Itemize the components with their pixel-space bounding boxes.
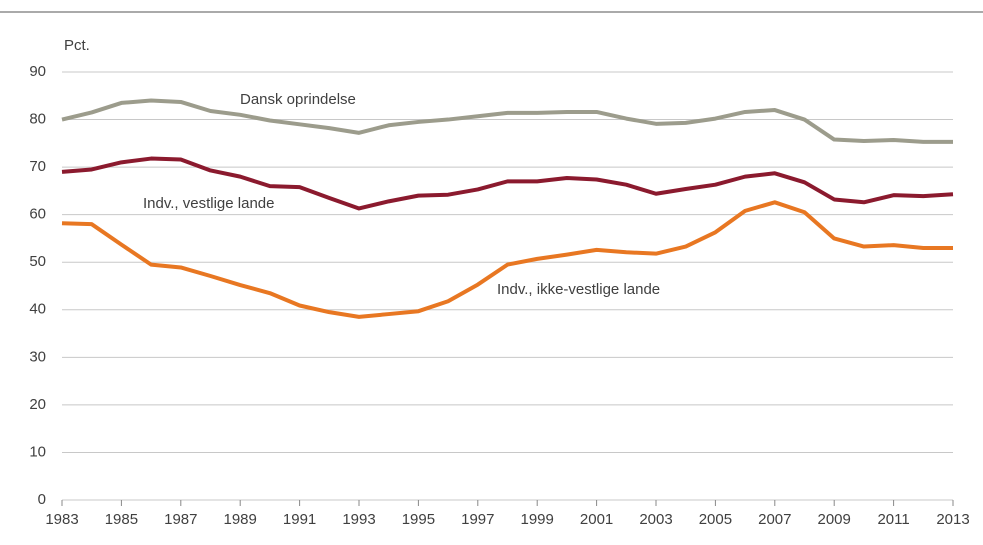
x-tick-label: 1987 — [164, 511, 197, 528]
y-axis-label: Pct. — [64, 37, 90, 54]
y-tick-label: 0 — [38, 491, 46, 508]
x-tick-label: 2003 — [639, 511, 672, 528]
y-tick-label: 10 — [29, 443, 46, 460]
x-tick-label: 1989 — [224, 511, 257, 528]
x-tick-label: 1997 — [461, 511, 494, 528]
x-tick-label: 1993 — [342, 511, 375, 528]
y-tick-label: 20 — [29, 396, 46, 413]
series-line — [61, 156, 954, 211]
x-tick-label: 1999 — [521, 511, 554, 528]
x-tick-label: 2001 — [580, 511, 613, 528]
y-tick-label: 50 — [29, 253, 46, 270]
x-tick-label: 2013 — [936, 511, 969, 528]
x-tick-label: 1985 — [105, 511, 138, 528]
series-line — [61, 200, 953, 319]
y-tick-label: 90 — [29, 63, 46, 80]
series-label: Indv., vestlige lande — [143, 195, 274, 212]
x-tick-label: 1995 — [402, 511, 435, 528]
x-tick-label: 1991 — [283, 511, 316, 528]
x-tick-label: 2011 — [877, 511, 909, 528]
y-tick-label: 30 — [29, 348, 46, 365]
x-tick-label: 2005 — [699, 511, 732, 528]
series-line — [61, 98, 953, 144]
y-tick-label: 40 — [29, 301, 46, 318]
series-label: Dansk oprindelse — [240, 91, 356, 108]
x-tick-label: 1983 — [45, 511, 78, 528]
series-label: Indv., ikke-vestlige lande — [497, 281, 660, 298]
x-tick-label: 2009 — [818, 511, 851, 528]
y-tick-label: 60 — [29, 206, 46, 223]
y-tick-label: 70 — [29, 158, 46, 175]
x-tick-label: 2007 — [758, 511, 791, 528]
y-tick-label: 80 — [29, 111, 46, 128]
